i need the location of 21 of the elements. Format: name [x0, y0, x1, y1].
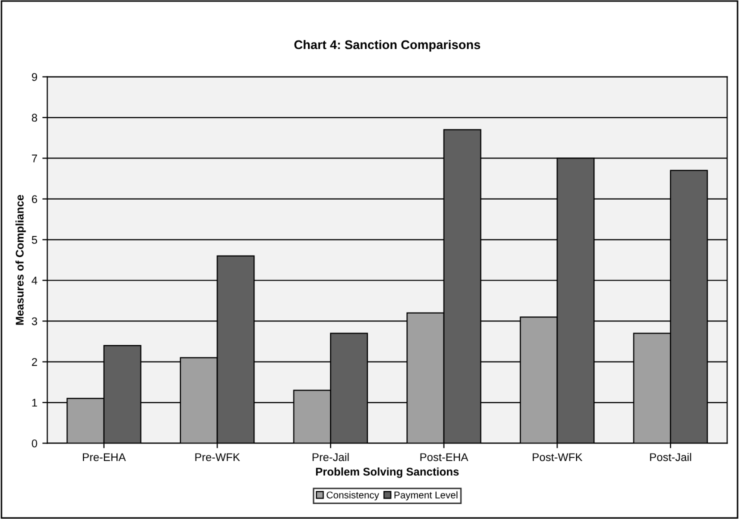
x-tick-label: Post-EHA	[420, 453, 468, 462]
x-tick-label: Post-Jail	[650, 452, 692, 462]
y-axis-title: Measures of Compliance	[15, 194, 26, 325]
y-tick-label: 4	[32, 276, 38, 284]
y-tick-label: 0	[32, 439, 38, 448]
y-tick-label: 3	[32, 317, 38, 326]
y-tick-label: 1	[32, 398, 38, 407]
legend-label: Payment Level	[394, 491, 458, 500]
x-tick-label: Pre-Jail	[312, 452, 349, 462]
y-tick-label: 9	[32, 73, 38, 81]
y-tick-label: 7	[32, 154, 38, 162]
y-tick-label: 5	[32, 236, 38, 244]
y-tick-label: 8	[32, 114, 38, 122]
legend-label: Consistency	[326, 491, 380, 500]
x-tick-label: Pre-EHA	[82, 453, 126, 462]
x-tick-label: Pre-WFK	[195, 453, 240, 462]
chart-title: Chart 4: Sanction Comparisons	[294, 40, 480, 52]
y-tick-label: 2	[32, 358, 38, 366]
y-tick-label: 6	[32, 195, 38, 204]
x-tick-label: Post-WFK	[532, 453, 582, 462]
x-axis-title: Problem Solving Sanctions	[316, 467, 459, 478]
